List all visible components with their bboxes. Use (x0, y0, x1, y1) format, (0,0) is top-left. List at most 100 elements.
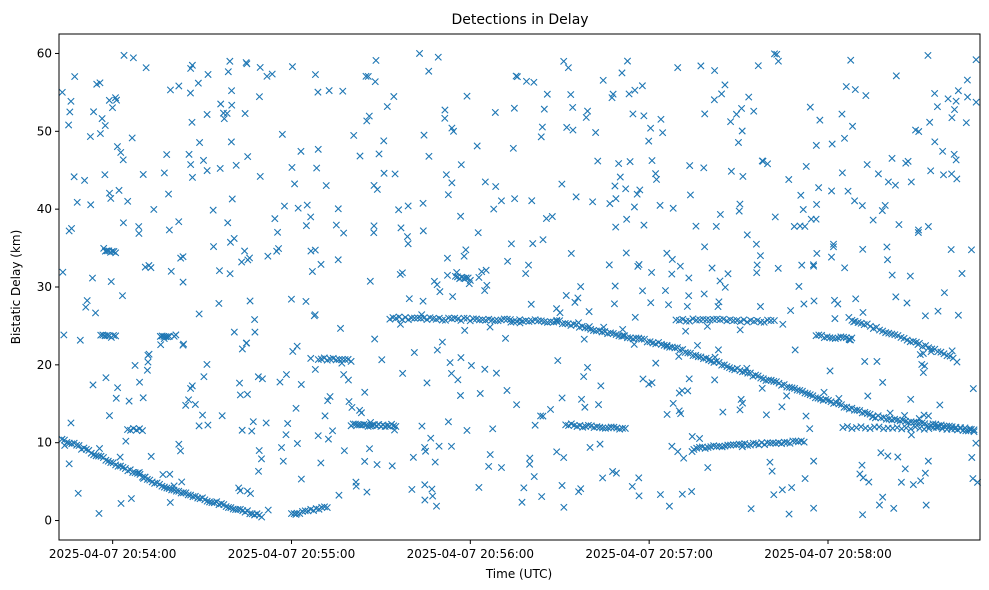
data-point (419, 227, 427, 235)
data-point (615, 160, 623, 168)
data-point (747, 505, 755, 513)
data-point (101, 121, 109, 130)
data-point (948, 347, 956, 355)
data-point (278, 130, 286, 138)
data-point (360, 420, 368, 428)
data-point (914, 340, 922, 349)
data-point (210, 499, 218, 507)
data-point (441, 114, 449, 122)
data-point (398, 315, 406, 324)
data-point (563, 123, 571, 131)
data-point (693, 341, 702, 349)
data-point (507, 318, 515, 326)
data-point (147, 452, 155, 460)
data-point (674, 448, 682, 456)
data-point (95, 509, 103, 518)
data-point (716, 210, 724, 219)
data-point (659, 129, 667, 137)
data-point (958, 269, 966, 278)
data-point (73, 198, 81, 206)
data-point (700, 290, 708, 298)
data-point (139, 170, 147, 179)
data-point (683, 302, 691, 311)
data-point (463, 426, 471, 435)
data-point (892, 72, 900, 80)
data-point (816, 116, 824, 124)
data-point (838, 110, 846, 118)
data-point (685, 292, 693, 300)
data-point (373, 460, 381, 469)
data-point (770, 50, 779, 58)
data-point (255, 93, 264, 101)
data-point (628, 482, 636, 491)
data-point (209, 243, 218, 251)
data-point (952, 97, 960, 105)
data-point (188, 118, 196, 126)
data-point (922, 501, 930, 509)
data-point (585, 322, 593, 331)
data-point (141, 473, 149, 481)
data-point (558, 180, 566, 188)
data-point (907, 431, 916, 439)
data-point (348, 403, 356, 412)
data-point (414, 314, 422, 322)
data-point (651, 170, 660, 178)
data-point (157, 341, 165, 349)
data-point (686, 191, 695, 199)
data-point (891, 415, 899, 423)
data-point (187, 384, 195, 393)
data-point (924, 457, 932, 465)
data-point (827, 187, 836, 195)
data-point (840, 134, 849, 142)
data-point (96, 79, 104, 87)
data-point (886, 409, 894, 417)
data-point (312, 504, 320, 513)
data-point (811, 394, 820, 402)
data-point (294, 204, 302, 212)
data-point (711, 376, 719, 384)
data-point (907, 425, 915, 433)
data-point (80, 176, 89, 184)
data-point (135, 378, 144, 386)
data-point (875, 423, 883, 431)
data-point (478, 268, 486, 276)
data-point (669, 204, 677, 212)
data-point (648, 156, 656, 165)
data-point (322, 182, 330, 190)
data-point (332, 221, 340, 229)
data-point (112, 394, 120, 402)
data-point (584, 421, 592, 429)
data-point (185, 150, 193, 158)
data-point (112, 96, 121, 104)
data-point (828, 140, 836, 148)
data-point (835, 394, 843, 403)
data-point (911, 126, 920, 134)
data-point (378, 356, 386, 364)
data-point (512, 72, 520, 80)
data-point (425, 152, 433, 160)
data-point (457, 354, 465, 362)
data-point (553, 448, 561, 456)
data-point (526, 460, 534, 468)
data-point (179, 341, 187, 349)
data-point (159, 471, 167, 479)
data-point (806, 425, 814, 433)
data-point (530, 78, 538, 86)
data-point (321, 412, 329, 420)
data-point (936, 401, 944, 409)
data-point (209, 206, 217, 214)
data-point (105, 412, 114, 420)
data-point (745, 93, 753, 101)
data-point (318, 503, 326, 511)
data-point (560, 453, 568, 462)
data-point (297, 147, 305, 155)
data-point (150, 205, 158, 213)
data-point (365, 445, 374, 453)
data-point (697, 62, 705, 70)
x-tick-label: 2025-04-07 20:54:00 (49, 547, 176, 561)
x-axis-label: Time (UTC) (485, 567, 552, 581)
data-point (323, 503, 331, 512)
x-axis: 2025-04-07 20:54:00 2025-04-07 20:55:00 20… (49, 540, 892, 561)
data-point (842, 82, 850, 91)
data-point (909, 481, 917, 489)
